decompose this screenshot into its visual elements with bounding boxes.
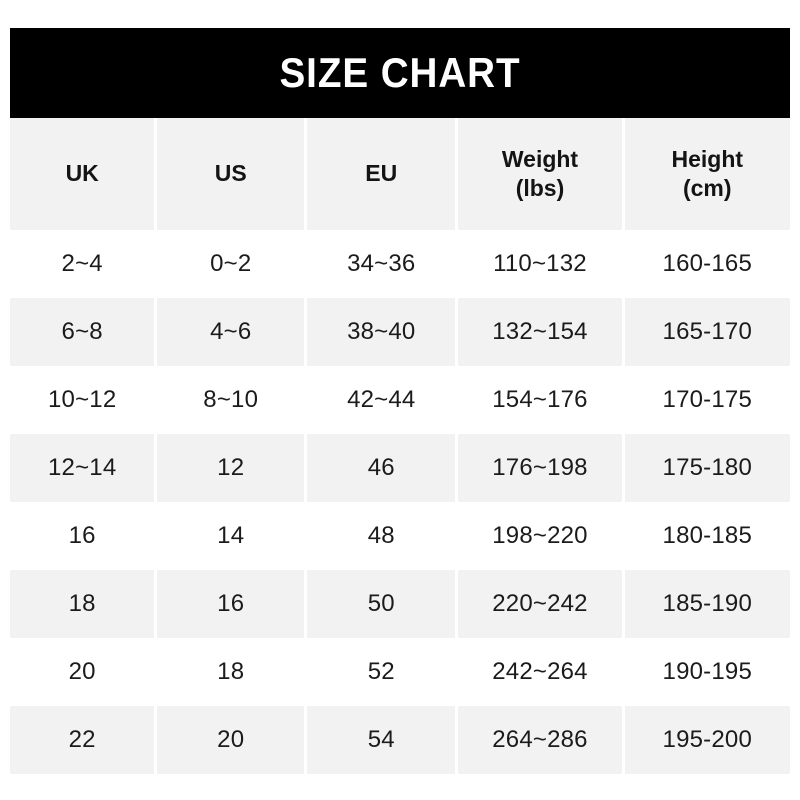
cell-uk: 2~4 (10, 230, 158, 298)
cell-weight: 132~154 (456, 298, 625, 366)
page-title: SIZE CHART (279, 49, 521, 96)
cell-height: 160-165 (623, 230, 790, 298)
column-header-unit: (cm) (682, 175, 732, 201)
header-row: UK US EU Weight (lbs) Height (cm) (10, 118, 790, 230)
cell-height: 180-185 (623, 502, 790, 570)
cell-weight: 110~132 (456, 230, 625, 298)
cell-uk: 16 (10, 502, 158, 570)
cell-us: 12 (155, 434, 308, 502)
cell-eu: 48 (305, 502, 459, 570)
table-body: 2~4 0~2 34~36 110~132 160-165 6~8 4~6 38~40 132~… (10, 230, 790, 774)
size-chart-table: UK US EU Weight (lbs) Height (cm) 2~4 0~2 34~36 1… (10, 118, 790, 774)
column-header-label: US (214, 160, 247, 187)
column-header-weight: Weight (lbs) (456, 118, 625, 230)
table-row: 12~14 12 46 176~198 175-180 (10, 434, 790, 502)
cell-height: 170-175 (623, 366, 790, 434)
cell-height: 190-195 (623, 638, 790, 706)
column-header-unit: (lbs) (515, 175, 565, 201)
cell-eu: 50 (305, 570, 459, 638)
cell-eu: 42~44 (305, 366, 459, 434)
cell-uk: 10~12 (10, 366, 158, 434)
column-header-us: US (155, 118, 308, 230)
table-row: 16 14 48 198~220 180-185 (10, 502, 790, 570)
cell-us: 8~10 (155, 366, 308, 434)
cell-uk: 20 (10, 638, 158, 706)
column-header-label: EU (365, 160, 398, 187)
column-header-eu: EU (305, 118, 459, 230)
cell-eu: 34~36 (305, 230, 459, 298)
cell-weight: 198~220 (456, 502, 625, 570)
table-row: 20 18 52 242~264 190-195 (10, 638, 790, 706)
cell-weight: 154~176 (456, 366, 625, 434)
cell-eu: 54 (305, 706, 459, 774)
cell-height: 195-200 (623, 706, 790, 774)
cell-weight: 242~264 (456, 638, 625, 706)
cell-height: 165-170 (623, 298, 790, 366)
table-row: 2~4 0~2 34~36 110~132 160-165 (10, 230, 790, 298)
cell-us: 14 (155, 502, 308, 570)
title-banner: SIZE CHART (10, 28, 790, 118)
column-header-uk: UK (10, 118, 158, 230)
cell-us: 16 (155, 570, 308, 638)
column-header-label: UK (65, 160, 99, 187)
cell-uk: 18 (10, 570, 158, 638)
cell-us: 4~6 (155, 298, 308, 366)
column-header-label: Height (671, 145, 744, 172)
column-header-label: Weight (501, 145, 579, 172)
table-row: 18 16 50 220~242 185-190 (10, 570, 790, 638)
cell-weight: 264~286 (456, 706, 625, 774)
cell-weight: 176~198 (456, 434, 625, 502)
cell-uk: 6~8 (10, 298, 158, 366)
cell-uk: 22 (10, 706, 158, 774)
cell-us: 20 (155, 706, 308, 774)
table-row: 10~12 8~10 42~44 154~176 170-175 (10, 366, 790, 434)
cell-eu: 52 (305, 638, 459, 706)
cell-us: 18 (155, 638, 308, 706)
cell-uk: 12~14 (10, 434, 158, 502)
table-header: UK US EU Weight (lbs) Height (cm) (10, 118, 790, 230)
cell-weight: 220~242 (456, 570, 625, 638)
cell-eu: 38~40 (305, 298, 459, 366)
cell-us: 0~2 (155, 230, 308, 298)
column-header-height: Height (cm) (623, 118, 790, 230)
cell-height: 175-180 (623, 434, 790, 502)
cell-eu: 46 (305, 434, 459, 502)
table-row: 6~8 4~6 38~40 132~154 165-170 (10, 298, 790, 366)
table-row: 22 20 54 264~286 195-200 (10, 706, 790, 774)
cell-height: 185-190 (623, 570, 790, 638)
